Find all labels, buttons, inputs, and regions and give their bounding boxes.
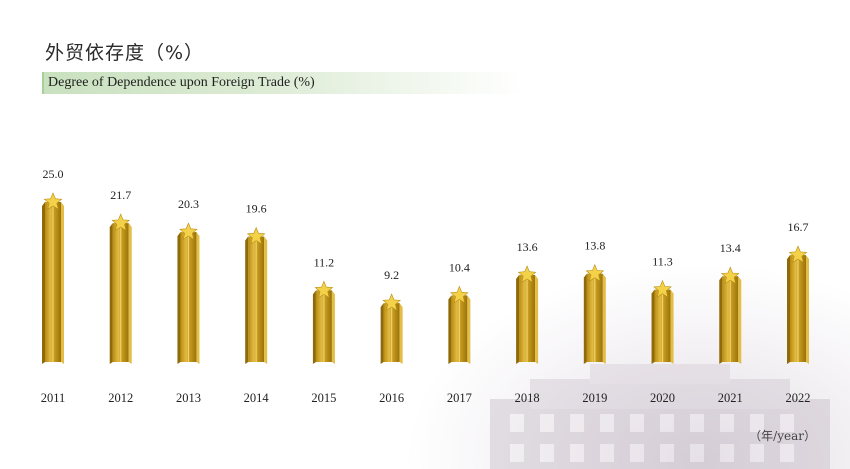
bar-right-facet (670, 289, 674, 364)
bar-star-cap (179, 222, 198, 241)
bar-left-facet (109, 223, 113, 364)
bar-star-cap (585, 263, 605, 282)
bar-right-facet (738, 276, 742, 364)
bar-left-facet (651, 289, 655, 364)
bar-left-facet (448, 295, 452, 364)
x-axis-unit-label: （年/year） (749, 429, 816, 443)
bar-right-facet (196, 232, 200, 364)
value-label-2016: 9.2 (384, 268, 399, 282)
bar-right-facet (61, 202, 64, 364)
x-tick-label-2019: 2019 (582, 391, 607, 405)
x-tick-label-2013: 2013 (176, 391, 201, 405)
bar-left-facet (42, 202, 45, 364)
bar-left-facet (380, 303, 384, 364)
value-label-2012: 21.7 (110, 188, 131, 202)
bar-left-facet (583, 273, 587, 364)
bar-2019 (583, 263, 606, 364)
bars-group (42, 192, 809, 364)
value-labels-group: 25.0 21.7 20.3 19.6 11.2 9.2 10.4 13.6 13.8 11.3 1… (43, 167, 809, 282)
value-label-2015: 11.2 (314, 255, 335, 269)
bar-left-facet (516, 274, 520, 364)
x-tick-label-2015: 2015 (311, 391, 336, 405)
bar-star-cap (788, 245, 808, 264)
bar-left-facet (245, 236, 249, 364)
bar-2014 (245, 226, 268, 364)
bar-right-facet (602, 273, 606, 364)
value-label-2014: 19.6 (246, 202, 267, 216)
bar-2020 (651, 279, 674, 364)
x-tick-label-2022: 2022 (786, 391, 811, 405)
bar-left-facet (787, 255, 790, 364)
bar-2015 (312, 280, 335, 364)
chart-subtitle: Degree of Dependence upon Foreign Trade … (48, 75, 315, 90)
bar-2022 (787, 245, 809, 364)
x-tick-label-2011: 2011 (41, 391, 66, 405)
value-label-2022: 16.7 (788, 220, 809, 234)
bar-right-facet (128, 223, 132, 364)
bar-star-cap (450, 285, 469, 304)
value-label-2017: 10.4 (449, 260, 470, 274)
chart-title: 外贸依存度（%） (45, 42, 205, 64)
bar-right-facet (467, 295, 471, 364)
value-label-2013: 20.3 (178, 197, 199, 211)
bar-left-facet (719, 276, 723, 364)
value-label-2021: 13.4 (720, 241, 741, 255)
background-building-watermark (490, 364, 830, 469)
bar-star-cap (653, 279, 672, 298)
bar-2021 (719, 266, 742, 364)
bar-right-facet (535, 274, 539, 364)
bar-2018 (516, 265, 539, 364)
value-label-2018: 13.6 (517, 240, 538, 254)
bar-2013 (177, 222, 200, 364)
bar-2016 (380, 293, 403, 364)
bar-2012 (109, 213, 132, 364)
bar-right-facet (806, 255, 809, 364)
x-tick-label-2018: 2018 (515, 391, 540, 405)
bar-right-facet (399, 303, 403, 364)
bar-star-cap (314, 280, 334, 299)
bar-right-facet (264, 236, 268, 364)
x-tick-label-2012: 2012 (108, 391, 133, 405)
bar-left-facet (312, 290, 316, 364)
bar-right-facet (331, 290, 335, 364)
x-tick-label-2014: 2014 (244, 391, 270, 405)
bar-star-cap (246, 226, 266, 245)
bar-left-facet (177, 232, 181, 364)
x-axis-labels-group: 2011 2012 2013 2014 2015 2016 2017 2018 2019 2020… (41, 391, 811, 405)
bar-star-cap (517, 265, 537, 283)
bar-2011 (42, 192, 64, 364)
x-tick-label-2021: 2021 (718, 391, 743, 405)
bar-star-cap (720, 266, 740, 285)
value-label-2011: 25.0 (43, 167, 64, 181)
bar-star-cap (43, 192, 63, 210)
bar-2017 (448, 285, 471, 364)
bar-star-cap (382, 293, 401, 312)
value-label-2019: 13.8 (584, 239, 605, 253)
x-tick-label-2016: 2016 (379, 391, 404, 405)
x-tick-label-2020: 2020 (650, 391, 675, 405)
value-label-2020: 11.3 (652, 255, 673, 269)
bar-star-cap (111, 213, 131, 232)
x-tick-label-2017: 2017 (447, 391, 472, 405)
subtitle-band (42, 72, 524, 94)
